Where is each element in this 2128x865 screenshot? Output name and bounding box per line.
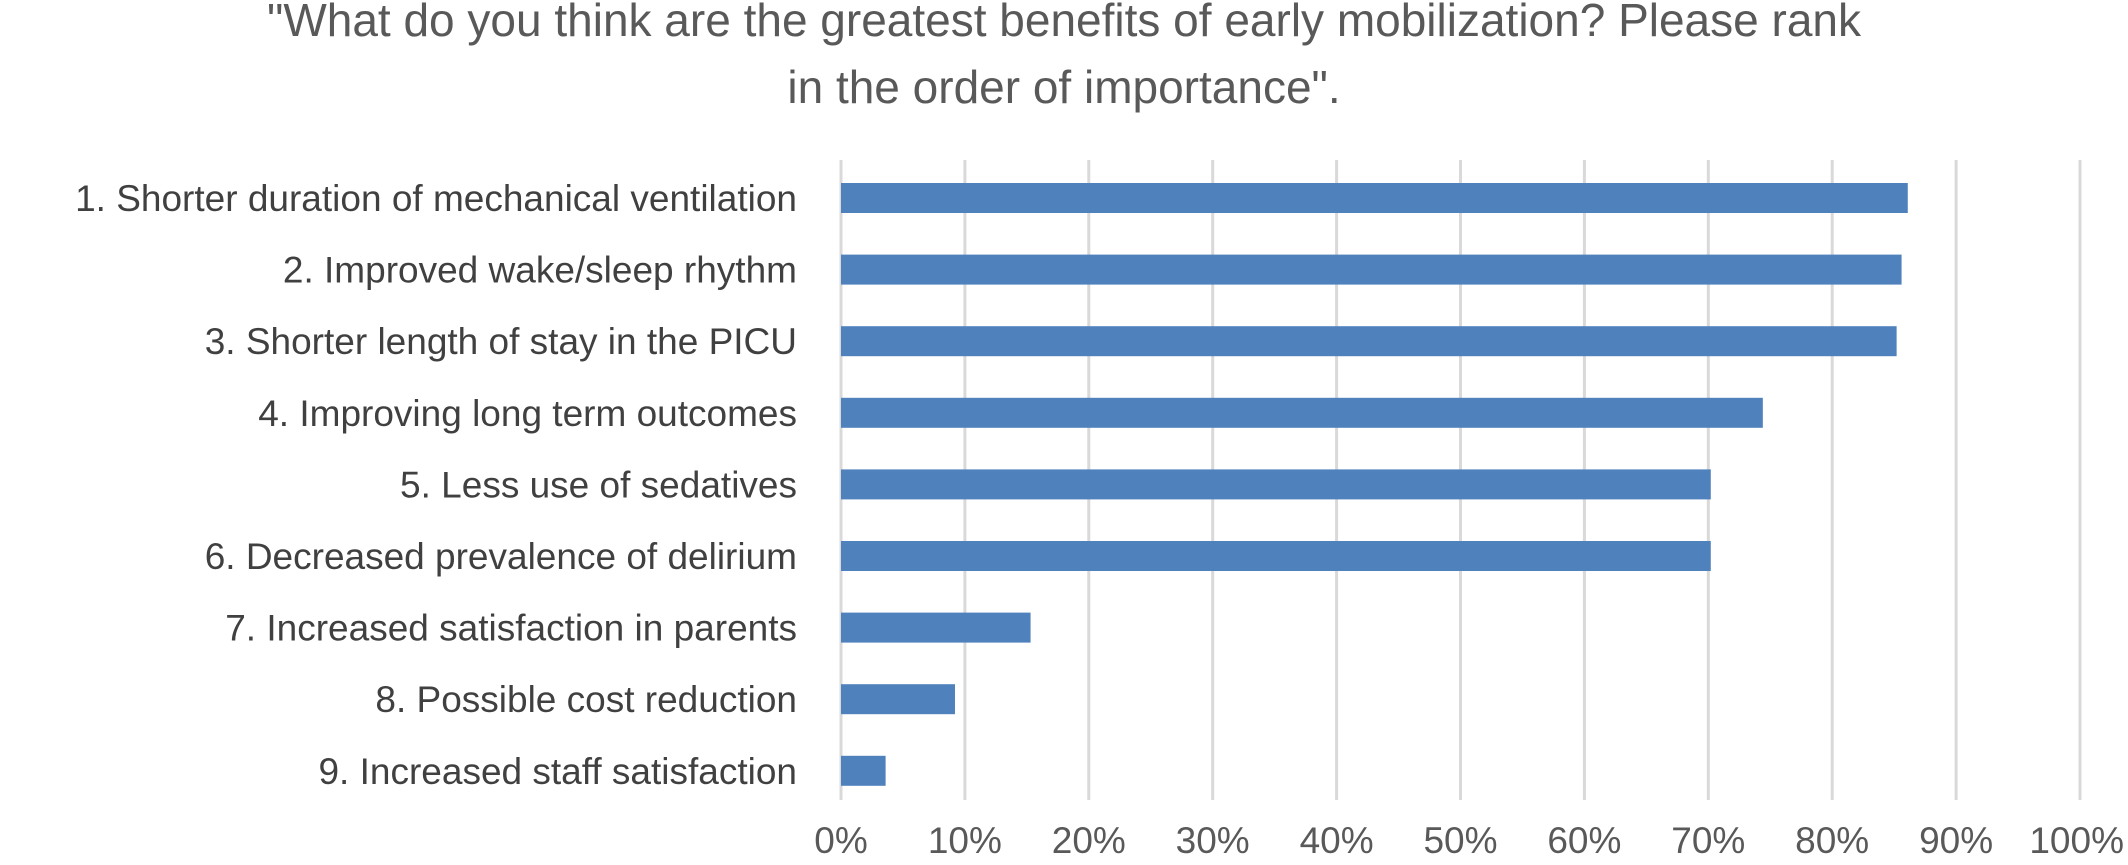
- chart-title: "What do you think are the greatest bene…: [267, 0, 1862, 113]
- x-axis-tick-labels: 0% 10% 20% 30% 40% 50% 60% 70% 80% 90% 100%: [814, 820, 2124, 861]
- x-tick-label: 100%: [2029, 820, 2124, 861]
- bar-3: [841, 326, 1897, 357]
- category-label-8: 8. Possible cost reduction: [375, 679, 797, 720]
- x-tick-label: 10%: [928, 820, 1002, 861]
- x-tick-label: 0%: [814, 820, 867, 861]
- bars: [841, 183, 1908, 786]
- category-labels: 1. Shorter duration of mechanical ventil…: [75, 178, 797, 792]
- category-label-4: 4. Improving long term outcomes: [258, 393, 797, 434]
- x-tick-label: 80%: [1795, 820, 1869, 861]
- category-label-6: 6. Decreased prevalence of delirium: [205, 536, 797, 577]
- bar-4: [841, 397, 1763, 428]
- category-label-3: 3. Shorter length of stay in the PICU: [205, 321, 797, 362]
- category-label-7: 7. Increased satisfaction in parents: [225, 608, 797, 649]
- x-tick-label: 30%: [1176, 820, 1250, 861]
- x-tick-label: 20%: [1052, 820, 1126, 861]
- x-tick-label: 60%: [1547, 820, 1621, 861]
- x-tick-label: 40%: [1300, 820, 1374, 861]
- category-label-1: 1. Shorter duration of mechanical ventil…: [75, 178, 797, 219]
- bar-7: [841, 612, 1031, 643]
- bar-5: [841, 469, 1711, 500]
- x-tick-label: 50%: [1423, 820, 1497, 861]
- bar-9: [841, 755, 886, 786]
- bar-2: [841, 254, 1902, 285]
- x-tick-label: 90%: [1919, 820, 1993, 861]
- chart-title-line-1: "What do you think are the greatest bene…: [267, 0, 1862, 46]
- x-tick-label: 70%: [1671, 820, 1745, 861]
- bar-6: [841, 541, 1711, 571]
- bar-8: [841, 684, 955, 715]
- category-label-5: 5. Less use of sedatives: [400, 464, 797, 505]
- category-label-9: 9. Increased staff satisfaction: [318, 751, 797, 792]
- bar-1: [841, 183, 1908, 213]
- chart-title-line-2: in the order of importance".: [787, 61, 1340, 113]
- category-label-2: 2. Improved wake/sleep rhythm: [283, 250, 797, 291]
